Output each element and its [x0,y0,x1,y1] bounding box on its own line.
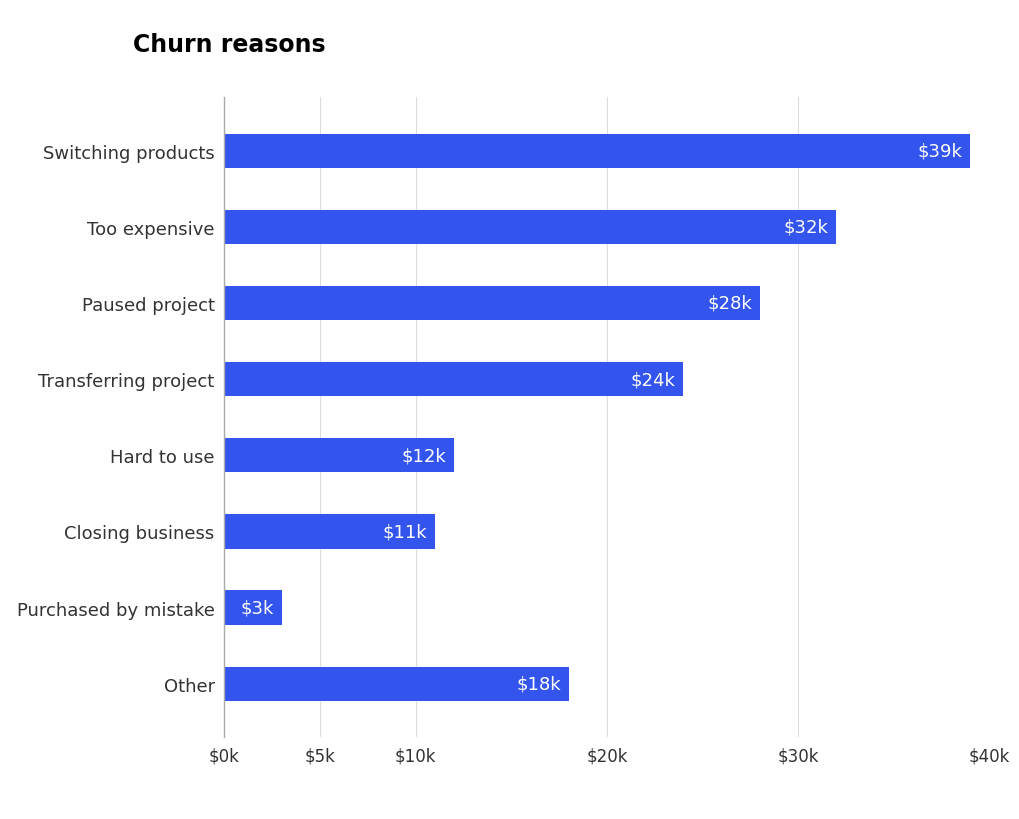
Text: $11k: $11k [382,523,427,541]
Bar [224,590,281,625]
Bar [224,210,836,245]
Bar [224,667,569,701]
Bar [224,514,434,549]
Text: $32k: $32k [784,219,828,237]
Text: $3k: $3k [240,599,274,617]
Bar [224,439,453,473]
Text: $12k: $12k [401,446,446,464]
Text: $18k: $18k [516,675,560,693]
Text: Churn reasons: Churn reasons [132,33,325,57]
Bar [224,287,759,321]
Text: $28k: $28k [707,295,752,313]
Bar [224,134,969,169]
Text: $24k: $24k [631,371,676,389]
Text: $39k: $39k [917,143,962,161]
Bar [224,363,683,396]
